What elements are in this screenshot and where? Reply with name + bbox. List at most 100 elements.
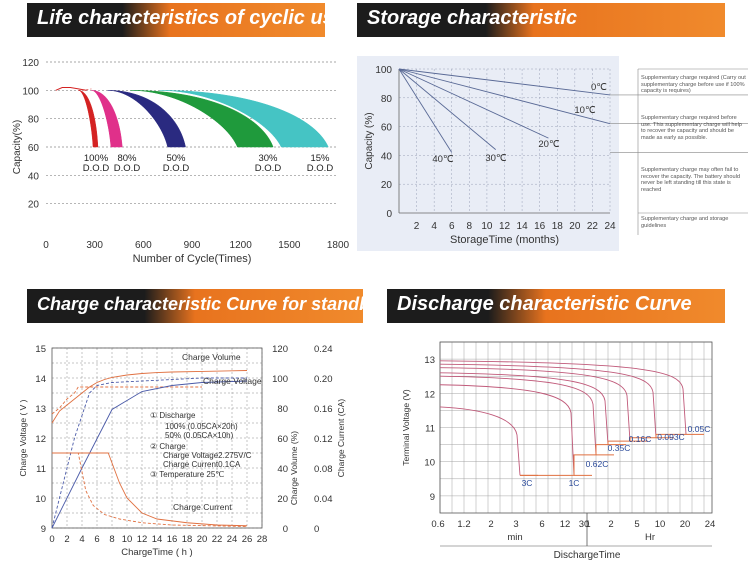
charge-series-line xyxy=(52,452,248,527)
life-band-dod: D.O.D xyxy=(307,163,334,174)
storage-series-label: 40℃ xyxy=(432,154,454,165)
storage-series-label: 10℃ xyxy=(574,105,596,116)
life-band-dod: D.O.D xyxy=(255,163,282,174)
storage-x-tick: 4 xyxy=(431,221,437,232)
storage-y-tick: 80 xyxy=(381,94,393,105)
charge-x-tick: 14 xyxy=(152,534,163,545)
storage-note-3: Supplementary charge may often fail to r… xyxy=(641,167,740,193)
life-band-label: 50% xyxy=(166,153,186,164)
charge-y-tick: 12 xyxy=(35,434,46,445)
life-band-label: 30% xyxy=(258,153,278,164)
storage-x-tick: 10 xyxy=(481,221,493,232)
charge-legend-item: Charge Voltage2.275V/C xyxy=(163,451,252,460)
charge-y2-tick: 60 xyxy=(277,434,288,445)
dis-x-tick: 2 xyxy=(488,519,493,530)
dis-rate-label: 0.62C xyxy=(586,459,609,469)
charge-x-tick: 18 xyxy=(182,534,193,545)
life-x-label: Number of Cycle(Times) xyxy=(133,253,252,265)
charge-x-tick: 8 xyxy=(109,534,114,545)
charge-y3-tick: 0 xyxy=(314,524,319,535)
dis-x-tick: 24 xyxy=(705,519,716,530)
charge-x-tick: 16 xyxy=(167,534,178,545)
dis-unit-hr: Hr xyxy=(645,532,655,543)
life-band-label: 80% xyxy=(117,153,137,164)
dis-curve xyxy=(439,367,631,442)
storage-line xyxy=(398,68,611,125)
charge-y-tick: 9 xyxy=(41,524,46,535)
charge-series-line xyxy=(51,370,248,424)
storage-x-tick: 18 xyxy=(552,221,564,232)
dis-x-tick: 30 xyxy=(579,519,590,530)
charge-y3-tick: 0.20 xyxy=(314,374,333,385)
charge-y3-tick: 0.16 xyxy=(314,404,333,415)
storage-plot-bg xyxy=(357,56,619,251)
charge-y3-label: Charge Current (CA) xyxy=(336,399,346,478)
charge-x-tick: 26 xyxy=(242,534,253,545)
life-x-tick: 1200 xyxy=(230,240,253,251)
life-band-30pct xyxy=(130,90,274,148)
storage-x-tick: 24 xyxy=(604,221,616,232)
dis-curve xyxy=(439,384,575,476)
charge-y2-tick: 120 xyxy=(272,344,288,355)
storage-x-tick: 8 xyxy=(467,221,473,232)
life-x-tick: 1500 xyxy=(278,240,301,251)
storage-y-tick: 100 xyxy=(375,65,392,76)
charge-legend-item: ① Discharge xyxy=(150,411,196,420)
charge-legend-item: ③ Temperature 25℃ xyxy=(150,470,224,479)
dis-curve xyxy=(439,375,597,455)
storage-line xyxy=(398,68,496,150)
storage-title: Storage characteristic xyxy=(367,7,578,29)
storage-x-tick: 20 xyxy=(569,221,581,232)
dis-x-tick: 2 xyxy=(608,519,613,530)
charge-chart: 910111213141502040608010012000.040.080.1… xyxy=(18,344,346,558)
charge-y3-tick: 0.04 xyxy=(314,494,333,505)
charge-series-line xyxy=(51,386,202,415)
storage-series-label: 30℃ xyxy=(485,153,507,164)
dis-rate-label: 1C xyxy=(569,478,580,488)
storage-line xyxy=(398,68,453,153)
life-band-dod: D.O.D xyxy=(114,163,141,174)
storage-line xyxy=(398,68,611,96)
charge-y3-tick: 0.08 xyxy=(314,464,333,475)
dis-x-tick: 0.6 xyxy=(431,519,444,530)
charge-banner: Charge characteristic Curve for standby … xyxy=(27,289,363,323)
dis-y-tick: 10 xyxy=(424,458,435,469)
life-y-label: Capacity(%) xyxy=(12,120,23,174)
life-title: Life characteristics of cyclic use xyxy=(37,7,325,29)
dis-x-tick: 12 xyxy=(560,519,571,530)
dis-y-tick: 9 xyxy=(430,492,435,503)
charge-voltage-label: Charge Voltage xyxy=(203,376,262,386)
charge-title: Charge characteristic Curve for standby … xyxy=(37,294,363,314)
life-y-tick: 80 xyxy=(28,115,40,126)
charge-y-tick: 10 xyxy=(35,494,46,505)
charge-legend-item: ② Charge xyxy=(150,442,186,451)
discharge-banner: Discharge characteristic Curve xyxy=(387,289,725,323)
storage-x-tick: 6 xyxy=(449,221,455,232)
life-y-tick: 100 xyxy=(22,86,39,97)
charge-y2-tick: 20 xyxy=(277,494,288,505)
dis-x-tick: 1 xyxy=(585,519,590,530)
charge-frame xyxy=(51,347,263,529)
charge-y-label: Charge Voltage ( V ) xyxy=(18,399,28,476)
charge-x-tick: 2 xyxy=(64,534,69,545)
dis-rate-label: 0.093C xyxy=(657,432,684,442)
charge-series-line xyxy=(51,377,247,529)
charge-y-tick: 14 xyxy=(35,374,46,385)
life-x-tick: 600 xyxy=(135,240,152,251)
dis-y-label: Terminal Voltage (V) xyxy=(401,389,411,466)
charge-x-tick: 4 xyxy=(79,534,84,545)
life-band-15pct xyxy=(159,90,329,148)
dis-y-tick: 13 xyxy=(424,355,435,366)
dis-unit-min: min xyxy=(507,532,522,543)
storage-series-label: 0℃ xyxy=(591,82,607,93)
life-band-label: 15% xyxy=(310,153,330,164)
dis-curve xyxy=(439,406,521,476)
charge-y3-tick: 0.24 xyxy=(314,344,333,355)
charge-y2-tick: 0 xyxy=(283,524,288,535)
life-x-tick: 0 xyxy=(43,240,49,251)
life-banner: Life characteristics of cyclic use xyxy=(27,3,325,37)
storage-x-label: StorageTime (months) xyxy=(450,234,559,246)
